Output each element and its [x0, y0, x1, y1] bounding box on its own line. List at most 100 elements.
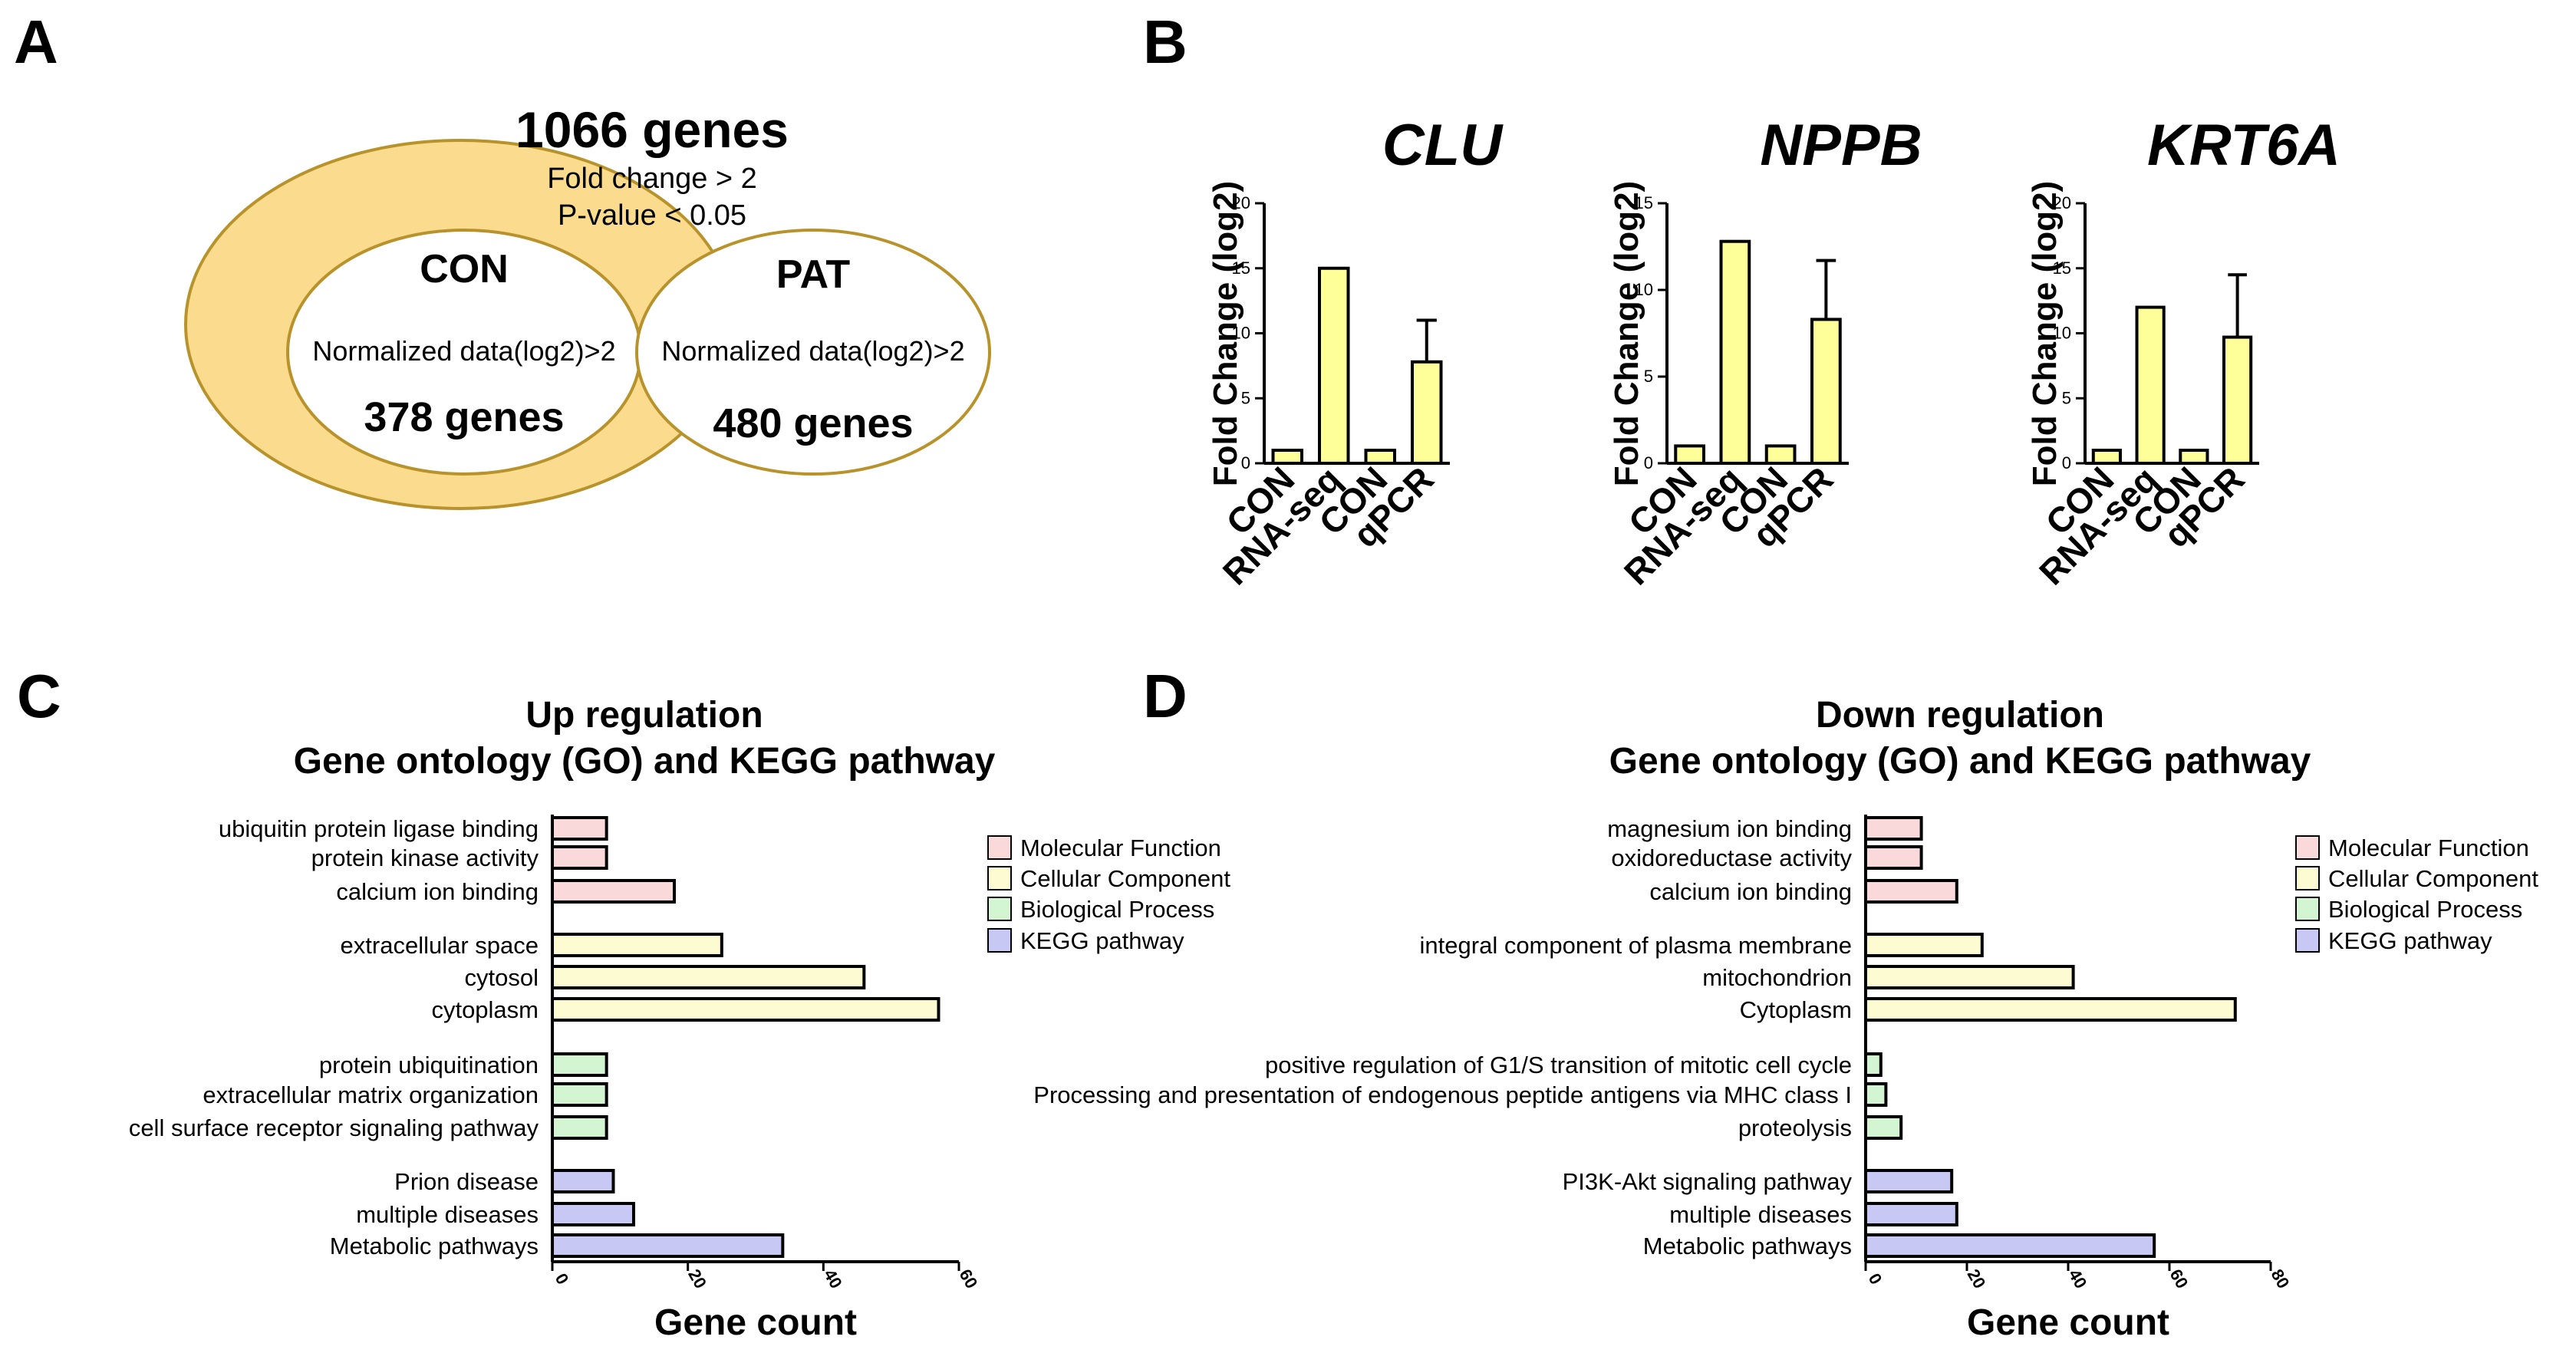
down-bar: [1864, 1052, 1883, 1077]
nppb-title: NPPB: [1760, 113, 1922, 178]
up-bar: [551, 1202, 635, 1226]
nppb-bar: [1719, 239, 1751, 465]
nppb-bar: [1674, 444, 1705, 466]
venn-diagram: 1066 genes Fold change > 2 P-value < 0.0…: [184, 101, 991, 510]
clu-bar: [1410, 360, 1443, 466]
down-category-label: magnesium ion binding: [1607, 815, 1852, 842]
venn-outer-title: 1066 genes: [516, 101, 789, 158]
nppb-ytick-label: 15: [1635, 193, 1653, 212]
panel-c-letter: C: [17, 662, 61, 730]
clu-bar: [1271, 449, 1304, 465]
down-xtick-label: 0: [1865, 1270, 1886, 1288]
up-legend-label: Molecular Function: [1020, 835, 1221, 861]
krt6a-bar: [2179, 449, 2209, 465]
down-xlabel: Gene count: [1967, 1302, 2169, 1343]
down-legend-swatch: [2295, 866, 2320, 890]
down-category-label: oxidoreductase activity: [1611, 844, 1852, 871]
nppb-ylabel: Fold Change (log2): [1608, 181, 1645, 486]
up-category-label: multiple diseases: [356, 1201, 539, 1228]
down-bar: [1864, 816, 1923, 841]
nppb-bar: [1810, 318, 1842, 466]
down-bar: [1864, 1082, 1888, 1107]
down-bar: [1864, 933, 1984, 957]
up-bar: [551, 1052, 608, 1077]
krt6a-title: KRT6A: [2147, 113, 2340, 178]
up-category-label: cytosol: [465, 964, 539, 991]
down-bar: [1864, 1115, 1903, 1140]
down-legend-label: Biological Process: [2328, 896, 2522, 923]
up-category-label: cell surface receptor signaling pathway: [129, 1114, 539, 1141]
up-title-line2: Gene ontology (GO) and KEGG pathway: [294, 741, 996, 782]
down-category-label: positive regulation of G1/S transition o…: [1265, 1052, 1852, 1078]
krt6a-ytick-label: 5: [2062, 388, 2071, 407]
panel-a-letter: A: [14, 8, 58, 76]
down-category-label: PI3K-Akt signaling pathway: [1563, 1168, 1853, 1195]
venn-pat-ellipse: [635, 229, 991, 476]
down-bar: [1864, 1202, 1958, 1226]
down-bar: [1864, 845, 1923, 870]
up-bar: [551, 965, 866, 989]
up-bar: [551, 1233, 785, 1258]
down-title-line1: Down regulation: [1816, 695, 2104, 736]
up-bar: [551, 933, 723, 957]
clu-bar: [1317, 266, 1350, 465]
up-legend-swatch: [987, 835, 1012, 860]
down-legend-swatch: [2295, 835, 2320, 860]
krt6a-ytick-label: 20: [2053, 193, 2071, 212]
krt6a-ylabel: Fold Change (log2): [2026, 181, 2064, 486]
up-category-label: extracellular space: [341, 932, 539, 959]
up-category-label: Prion disease: [394, 1168, 539, 1195]
down-legend-label: KEGG pathway: [2328, 927, 2492, 954]
down-category-label: Metabolic pathways: [1643, 1233, 1852, 1259]
down-category-label: multiple diseases: [1669, 1201, 1852, 1228]
down-bar: [1864, 997, 2237, 1022]
down-bar: [1864, 879, 1958, 904]
up-legend-label: Biological Process: [1020, 896, 1214, 923]
up-category-label: protein kinase activity: [311, 844, 539, 871]
clu-ytick-label: 15: [1232, 258, 1250, 278]
down-legend-swatch: [2295, 928, 2320, 953]
venn-con-sub: Normalized data(log2)>2: [312, 335, 615, 367]
down-category-label: calcium ion binding: [1649, 878, 1852, 905]
up-bar: [551, 1082, 608, 1107]
up-bar: [551, 1169, 615, 1193]
clu-bar: [1364, 449, 1397, 465]
down-legend-label: Cellular Component: [2328, 865, 2538, 892]
up-legend-swatch: [987, 928, 1012, 953]
down-legend-swatch: [2295, 897, 2320, 921]
up-bar: [551, 997, 940, 1022]
up-category-label: Metabolic pathways: [330, 1233, 539, 1259]
down-category-label: Processing and presentation of endogenou…: [1033, 1081, 1852, 1108]
krt6a-bar: [2091, 449, 2122, 465]
up-title-line1: Up regulation: [525, 695, 763, 736]
clu-ytick-label: 20: [1232, 193, 1250, 212]
up-xtick-label: 0: [552, 1270, 573, 1288]
clu-title: CLU: [1382, 113, 1504, 178]
venn-pat-title: PAT: [776, 252, 851, 297]
venn-outer-line2: P-value < 0.05: [558, 199, 746, 232]
up-bar: [551, 1115, 608, 1140]
krt6a-bar: [2222, 335, 2253, 465]
venn-outer-line1: Fold change > 2: [547, 163, 757, 195]
nppb-ytick-label: 10: [1635, 280, 1653, 299]
up-bar: [551, 845, 608, 870]
up-category-label: calcium ion binding: [336, 878, 539, 905]
down-category-label: proteolysis: [1738, 1114, 1852, 1141]
down-category-label: Cytoplasm: [1740, 996, 1852, 1023]
nppb-bar: [1764, 444, 1797, 466]
clu-ylabel: Fold Change (log2): [1207, 181, 1244, 486]
up-bar: [551, 816, 608, 841]
krt6a-ytick-label: 10: [2053, 324, 2071, 343]
panel-d-letter: D: [1143, 662, 1188, 730]
venn-con-title: CON: [420, 247, 509, 291]
venn-pat-sub: Normalized data(log2)>2: [661, 335, 964, 367]
venn-pat-count: 480 genes: [713, 400, 913, 446]
down-bar: [1864, 965, 2075, 989]
panel-b-letter: B: [1143, 8, 1188, 76]
clu-ytick-label: 0: [1241, 453, 1250, 472]
venn-con-count: 378 genes: [364, 394, 564, 440]
up-legend-label: KEGG pathway: [1020, 927, 1184, 954]
krt6a-ytick-label: 0: [2062, 453, 2071, 472]
